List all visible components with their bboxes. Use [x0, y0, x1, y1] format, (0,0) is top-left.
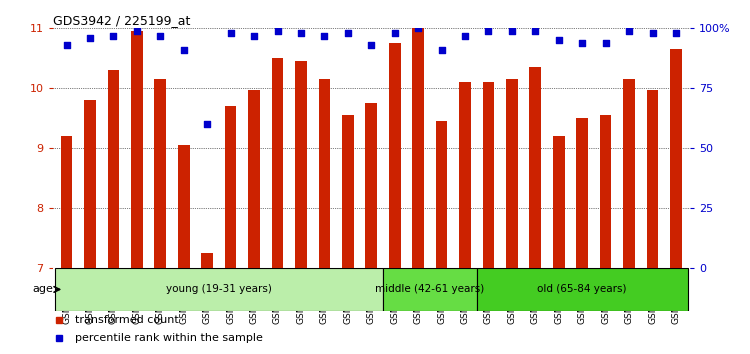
Point — [178, 47, 190, 53]
Point — [413, 25, 424, 31]
Bar — [553, 136, 565, 268]
Bar — [154, 79, 166, 268]
Text: age: age — [32, 284, 53, 295]
Point — [272, 28, 284, 34]
Text: percentile rank within the sample: percentile rank within the sample — [75, 333, 262, 343]
Bar — [670, 49, 682, 268]
Text: GDS3942 / 225199_at: GDS3942 / 225199_at — [53, 14, 190, 27]
Bar — [623, 79, 635, 268]
Point — [130, 28, 142, 34]
Point — [576, 40, 588, 46]
Bar — [84, 100, 96, 268]
Text: middle (42-61 years): middle (42-61 years) — [375, 284, 484, 295]
Bar — [506, 79, 518, 268]
Bar — [530, 67, 542, 268]
Point — [623, 28, 635, 34]
Bar — [342, 115, 354, 268]
Bar — [388, 43, 400, 268]
Point — [342, 30, 354, 36]
Point — [388, 30, 400, 36]
Point — [225, 30, 237, 36]
Point — [459, 33, 471, 38]
Bar — [55, 268, 383, 311]
Bar — [365, 103, 377, 268]
Bar — [477, 268, 688, 311]
Point — [436, 47, 448, 53]
Bar — [178, 145, 190, 268]
Point — [154, 33, 166, 38]
Text: young (19-31 years): young (19-31 years) — [166, 284, 272, 295]
Point — [670, 30, 682, 36]
Point — [530, 28, 542, 34]
Bar — [248, 90, 260, 268]
Point — [295, 30, 307, 36]
Bar — [436, 121, 448, 268]
Point — [646, 30, 658, 36]
Point — [84, 35, 96, 41]
Bar — [576, 118, 588, 268]
Bar — [131, 31, 142, 268]
Bar — [383, 268, 477, 311]
Bar — [319, 79, 330, 268]
Text: transformed count: transformed count — [75, 315, 178, 325]
Bar — [295, 61, 307, 268]
Point — [365, 42, 377, 48]
Point — [506, 28, 518, 34]
Bar — [459, 82, 471, 268]
Bar — [61, 136, 73, 268]
Point — [600, 40, 612, 46]
Bar — [600, 115, 611, 268]
Bar — [646, 90, 658, 268]
Point — [482, 28, 494, 34]
Point — [553, 38, 565, 43]
Point — [201, 121, 213, 127]
Text: old (65-84 years): old (65-84 years) — [538, 284, 627, 295]
Point — [61, 42, 73, 48]
Point — [107, 33, 119, 38]
Bar — [225, 106, 236, 268]
Bar — [272, 58, 284, 268]
Bar — [482, 82, 494, 268]
Point — [318, 33, 330, 38]
Bar — [201, 253, 213, 268]
Point — [248, 33, 260, 38]
Bar — [107, 70, 119, 268]
Bar — [413, 28, 424, 268]
